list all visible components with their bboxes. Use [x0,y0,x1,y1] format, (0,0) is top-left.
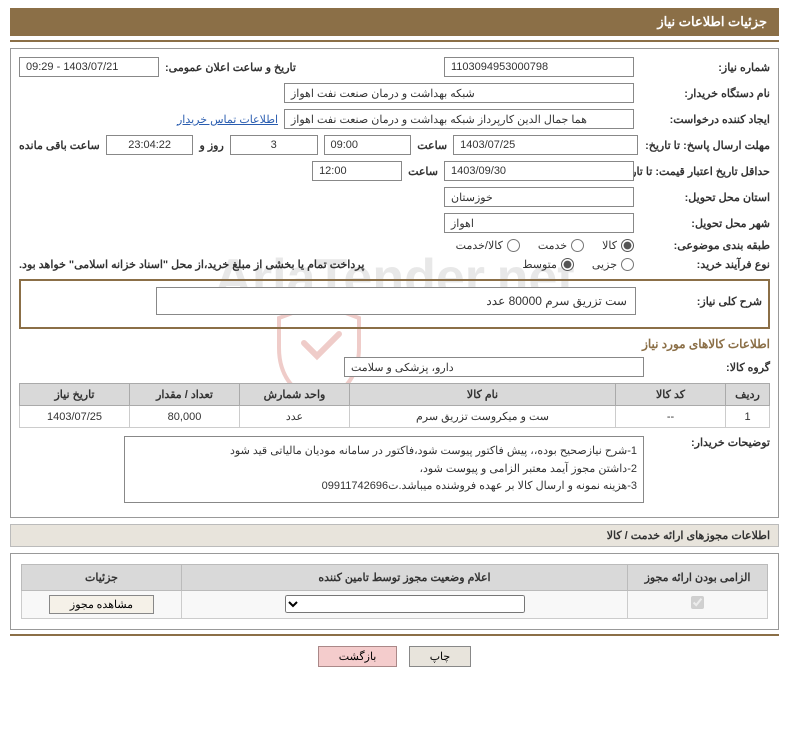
announce-field: 1403/07/21 - 09:29 [19,57,159,77]
table-row: 1 -- ست و میکروست تزریق سرم عدد 80,000 1… [20,406,770,428]
th-date: تاریخ نیاز [20,384,130,406]
need-number-label: شماره نیاز: [640,61,770,74]
contact-buyer-link[interactable]: اطلاعات تماس خریدار [177,113,278,126]
buyer-notes-box: 1-شرح نیازصحیح بوده،، پیش فاکتور پیوست ش… [124,436,644,503]
validity-time-field: 12:00 [312,161,402,181]
th-name: نام کالا [350,384,616,406]
auth-th-mandatory: الزامی بودن ارائه مجوز [628,564,768,590]
auth-detail-cell: مشاهده مجوز [22,590,182,618]
auth-row: مشاهده مجوز [22,590,768,618]
radio-partial[interactable]: جزیی [592,258,634,271]
deadline-time-field: 09:00 [324,135,412,155]
th-code: کد کالا [616,384,726,406]
auth-panel: الزامی بودن ارائه مجوز اعلام وضعیت مجوز … [10,553,779,630]
buyer-notes-label: توضیحات خریدار: [650,436,770,449]
cell-code: -- [616,406,726,428]
requester-label: ایجاد کننده درخواست: [640,113,770,126]
need-number-field: 1103094953000798 [444,57,634,77]
th-row: ردیف [726,384,770,406]
summary-field: ست تزریق سرم 80000 عدد [156,287,636,315]
province-field: خوزستان [444,187,634,207]
radio-service-label: خدمت [538,239,567,252]
view-auth-button[interactable]: مشاهده مجوز [49,595,154,614]
requester-field: هما جمال الدین کارپرداز شبکه بهداشت و در… [284,109,634,129]
validity-label: حداقل تاریخ اعتبار قیمت: تا تاریخ: [640,165,770,178]
footer-divider [10,634,779,636]
footer-buttons: چاپ بازگشت [0,646,789,667]
goods-table: ردیف کد کالا نام کالا واحد شمارش تعداد /… [19,383,770,428]
goods-group-field: دارو، پزشکی و سلامت [344,357,644,377]
main-info-panel: شماره نیاز: 1103094953000798 تاریخ و ساع… [10,48,779,518]
page-header: جزئیات اطلاعات نیاز [10,8,779,36]
time-label-2: ساعت [408,165,438,178]
back-button[interactable]: بازگشت [318,646,398,667]
note-line-1: 1-شرح نیازصحیح بوده،، پیش فاکتور پیوست ش… [131,443,637,461]
deadline-label: مهلت ارسال پاسخ: تا تاریخ: [644,139,770,152]
radio-goods-label: کالا [602,239,617,252]
goods-info-title: اطلاعات کالاهای مورد نیاز [19,337,770,351]
announce-label: تاریخ و ساعت اعلان عمومی: [165,61,296,74]
countdown-field: 23:04:22 [106,135,194,155]
auth-mandatory-cell [628,590,768,618]
radio-medium-label: متوسط [522,258,557,271]
buyer-org-field: شبکه بهداشت و درمان صنعت نفت اهواز [284,83,634,103]
city-field: اهواز [444,213,634,233]
note-line-2: 2-داشتن مجوز آیمد معتبر الزامی و پیوست ش… [131,461,637,479]
category-label: طبقه بندی موضوعی: [640,239,770,252]
auth-th-status: اعلام وضعیت مجوز توسط تامین کننده [182,564,628,590]
radio-goods[interactable]: کالا [602,239,634,252]
auth-table: الزامی بودن ارائه مجوز اعلام وضعیت مجوز … [21,564,768,619]
days-count-field: 3 [230,135,318,155]
city-label: شهر محل تحویل: [640,217,770,230]
auth-section-title: اطلاعات مجوزهای ارائه خدمت / کالا [10,524,779,547]
auth-status-select[interactable] [285,595,525,613]
goods-group-label: گروه کالا: [650,361,770,374]
cell-unit: عدد [240,406,350,428]
auth-status-cell [182,590,628,618]
summary-label: شرح کلی نیاز: [642,295,762,308]
cell-row: 1 [726,406,770,428]
province-label: استان محل تحویل: [640,191,770,204]
cell-name: ست و میکروست تزریق سرم [350,406,616,428]
auth-mandatory-checkbox [691,596,704,609]
auth-th-detail: جزئیات [22,564,182,590]
deadline-date-field: 1403/07/25 [453,135,638,155]
th-unit: واحد شمارش [240,384,350,406]
radio-medium[interactable]: متوسط [522,258,574,271]
radio-both-label: کالا/خدمت [456,239,503,252]
print-button[interactable]: چاپ [409,646,472,667]
th-qty: تعداد / مقدار [130,384,240,406]
time-label-1: ساعت [417,139,447,152]
note-line-3: 3-هزینه نمونه و ارسال کالا بر عهده فروشن… [131,478,637,496]
payment-note: پرداخت تمام یا بخشی از مبلغ خرید،از محل … [19,258,364,271]
radio-partial-label: جزیی [592,258,617,271]
buyer-org-label: نام دستگاه خریدار: [640,87,770,100]
summary-panel: شرح کلی نیاز: ست تزریق سرم 80000 عدد [19,279,770,329]
days-and-label: روز و [199,139,223,152]
validity-date-field: 1403/09/30 [444,161,634,181]
cell-date: 1403/07/25 [20,406,130,428]
remaining-label: ساعت باقی مانده [19,139,100,152]
purchase-type-label: نوع فرآیند خرید: [640,258,770,271]
header-divider [10,40,779,42]
radio-service[interactable]: خدمت [538,239,584,252]
radio-both[interactable]: کالا/خدمت [456,239,520,252]
cell-qty: 80,000 [130,406,240,428]
